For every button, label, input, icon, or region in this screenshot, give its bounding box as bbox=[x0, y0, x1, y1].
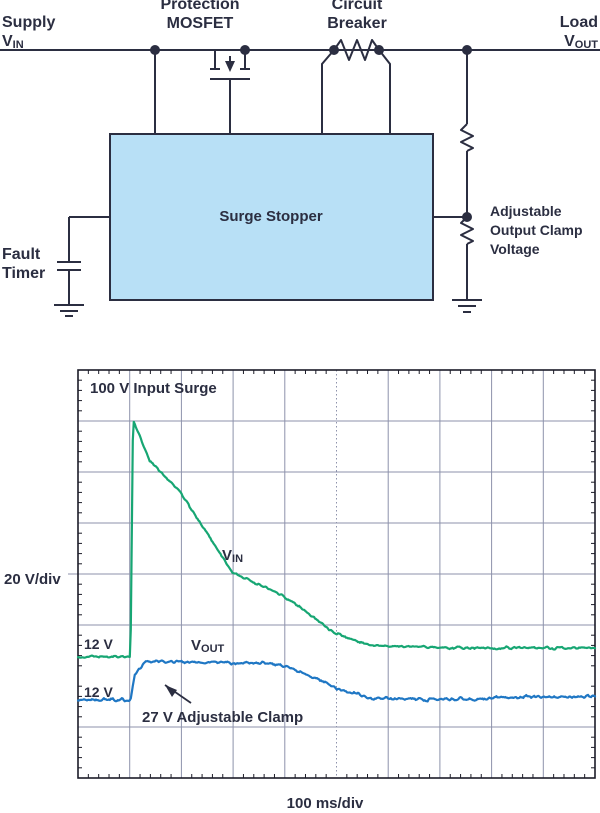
svg-text:12 V: 12 V bbox=[84, 684, 113, 700]
svg-text:Fault: Fault bbox=[2, 246, 41, 263]
svg-text:100 V Input Surge: 100 V Input Surge bbox=[90, 380, 217, 397]
svg-text:Output Clamp: Output Clamp bbox=[490, 222, 583, 238]
svg-text:Voltage: Voltage bbox=[490, 241, 540, 257]
svg-text:27 V Adjustable Clamp: 27 V Adjustable Clamp bbox=[142, 709, 303, 726]
svg-text:Breaker: Breaker bbox=[327, 15, 387, 32]
svg-text:Adjustable: Adjustable bbox=[490, 203, 562, 219]
svg-text:20 V/div: 20 V/div bbox=[4, 571, 61, 588]
svg-text:VOUT: VOUT bbox=[564, 33, 598, 51]
svg-text:MOSFET: MOSFET bbox=[167, 15, 234, 32]
svg-text:Protection: Protection bbox=[160, 0, 239, 13]
svg-text:100 ms/div: 100 ms/div bbox=[287, 795, 364, 812]
svg-text:Load: Load bbox=[560, 14, 598, 31]
svg-text:VIN: VIN bbox=[2, 33, 24, 51]
svg-text:Circuit: Circuit bbox=[332, 0, 383, 13]
svg-text:Surge Stopper: Surge Stopper bbox=[219, 208, 323, 225]
svg-text:Supply: Supply bbox=[2, 14, 55, 31]
svg-text:12 V: 12 V bbox=[84, 636, 113, 652]
svg-text:Timer: Timer bbox=[2, 265, 45, 282]
